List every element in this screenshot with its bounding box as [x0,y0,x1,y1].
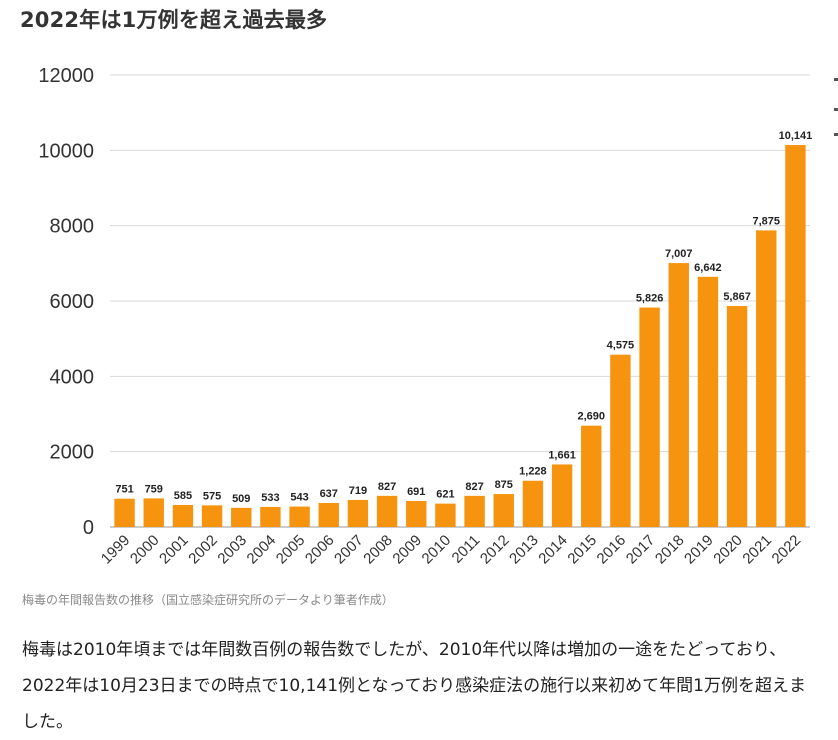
data-label-2008: 827 [378,481,396,493]
data-label-2004: 533 [261,492,279,504]
y-tick-label: 6000 [50,291,95,313]
data-label-2010: 621 [436,489,454,501]
x-tick-label-2019: 2019 [681,532,717,568]
data-label-2001: 585 [174,490,192,502]
x-tick-label-2000: 2000 [127,532,163,568]
x-tick-label-2010: 2010 [419,532,455,568]
x-tick-label-2008: 2008 [360,532,396,568]
data-label-2017: 5,826 [636,293,664,305]
chart-caption: 梅毒の年間報告数の推移（国立感染症研究所のデータより筆者作成） [22,593,394,607]
data-label-1999: 751 [115,484,133,496]
edge-mark-2 [834,108,838,111]
bar-2014 [551,464,573,527]
x-tick-label-2005: 2005 [273,532,309,568]
data-label-2013: 1,228 [519,466,547,478]
x-tick-label-2004: 2004 [244,532,280,568]
x-tick-label-2001: 2001 [156,532,192,568]
x-tick-label-2018: 2018 [652,532,688,568]
x-tick-label-2003: 2003 [214,532,250,568]
x-tick-label-1999: 1999 [98,532,134,568]
bar-2004 [260,506,281,527]
bar-1999 [114,498,135,527]
x-tick-label-2017: 2017 [623,532,659,568]
data-label-2015: 2,690 [577,411,605,423]
x-tick-label-2002: 2002 [185,532,221,568]
bar-2009 [406,500,427,527]
data-label-2016: 4,575 [607,340,635,352]
data-labels: 751 759 585 575 509 533 543 637 719 827 691 621 827 8… [115,130,812,505]
bar-2015 [581,425,602,527]
bar-chart: 0 2000 4000 6000 8000 10000 12000 751 759 585 575… [38,65,812,568]
data-label-2018: 7,007 [665,248,693,260]
data-label-2011: 827 [465,481,483,493]
y-tick-label: 2000 [50,442,95,464]
data-label-2009: 691 [407,486,425,498]
bars [114,145,806,527]
bar-2007 [347,499,369,527]
y-tick-label: 12000 [38,65,94,87]
bar-2013 [522,480,544,527]
chart-title: 2022年は1万例を超え過去最多 [20,8,328,32]
article-paragraph: 梅毒は2010年頃までは年間数百例の報告数でしたが、2010年代以降は増加の一途… [22,640,806,732]
bar-2012 [493,494,514,527]
x-tick-label-2006: 2006 [302,532,338,568]
bar-2000 [143,498,164,527]
y-axis-ticks: 0 2000 4000 6000 8000 10000 12000 [38,65,94,539]
data-label-2006: 637 [320,488,338,500]
bar-2008 [376,495,398,527]
x-tick-label-2013: 2013 [506,532,542,568]
y-tick-label: 4000 [50,366,95,388]
bar-2006 [318,503,339,527]
x-tick-label-2020: 2020 [710,532,746,568]
edge-mark-3 [834,133,838,136]
bar-2017 [639,307,660,527]
bar-2010 [435,503,456,527]
data-label-2022: 10,141 [779,130,813,142]
edge-mark-1 [834,78,838,81]
bar-2005 [289,506,310,527]
data-label-2000: 759 [145,483,163,495]
bar-2002 [201,505,223,527]
data-label-2007: 719 [349,485,367,497]
bar-2016 [610,354,631,527]
y-tick-label: 10000 [38,140,94,162]
data-label-2003: 509 [232,493,250,505]
x-tick-label-2012: 2012 [477,532,513,568]
data-label-2019: 6,642 [694,262,722,274]
gridlines [110,74,810,528]
bar-2001 [172,504,194,527]
x-tick-label-2016: 2016 [594,532,630,568]
x-tick-label-2009: 2009 [389,532,425,568]
y-tick-label: 8000 [50,216,95,238]
data-label-2014: 1,661 [548,449,576,461]
bar-2011 [464,495,485,527]
bar-2021 [756,230,777,527]
x-tick-label-2015: 2015 [564,532,600,568]
y-tick-label: 0 [83,517,94,539]
bar-2003 [231,507,252,527]
bar-2018 [668,263,689,527]
bar-2019 [697,276,719,527]
x-tick-label-2021: 2021 [739,532,775,568]
bar-2020 [726,306,748,527]
x-tick-label-2014: 2014 [535,532,571,568]
x-axis-ticks: 1999200020012002200320042005200620072008… [98,532,804,568]
data-label-2020: 5,867 [723,291,751,303]
x-tick-label-2007: 2007 [331,532,367,568]
x-tick-label-2022: 2022 [769,532,805,568]
data-label-2002: 575 [203,490,221,502]
x-tick-label-2011: 2011 [449,532,484,567]
data-label-2021: 7,875 [752,215,780,227]
data-label-2012: 875 [495,479,513,491]
bar-2022 [785,145,806,527]
data-label-2005: 543 [290,492,308,504]
